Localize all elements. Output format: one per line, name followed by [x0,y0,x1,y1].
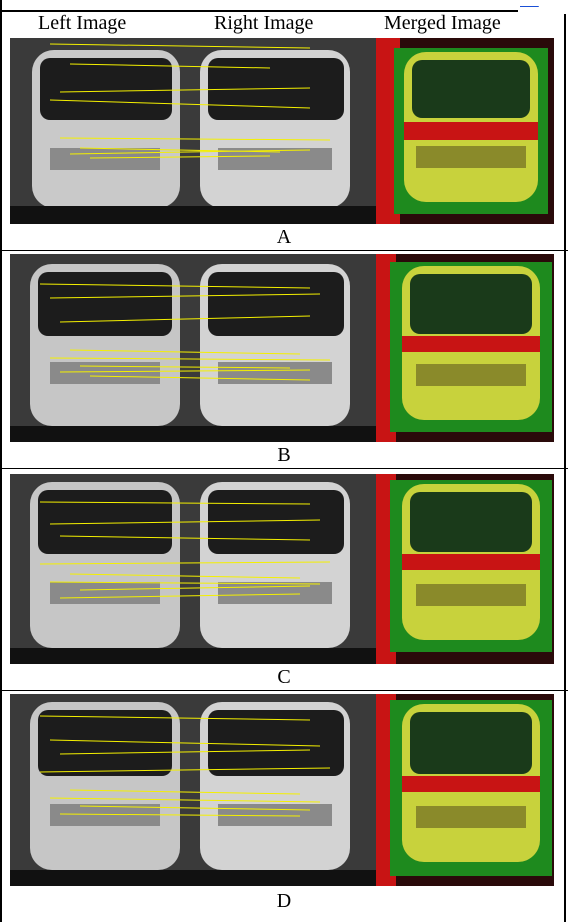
panel-a [10,38,554,224]
border-left [0,0,2,922]
panel-a-right-image [186,38,376,224]
panel-a-left-image [10,38,186,224]
header-merged-image: Merged Image [384,12,501,34]
panel-b-graphic [10,254,554,442]
border-top [0,10,518,12]
divider-a [0,250,568,251]
panel-a-merged-image [376,38,554,224]
corner-link[interactable] [520,0,539,10]
panel-b-left-image [10,254,186,442]
panel-c-graphic [10,474,554,664]
panel-d-right-image [186,694,376,886]
panel-a-label: A [276,226,292,248]
panel-b-label: B [277,444,291,466]
panel-c-match-lines [39,501,331,599]
panel-c [10,474,554,664]
panel-b-right-image [186,254,376,442]
divider-c [0,690,568,691]
panel-a-match-lines [49,43,331,159]
panel-c-label: C [277,666,291,688]
divider-b [0,468,568,469]
panel-d-graphic [10,694,554,886]
header-left-image: Left Image [38,12,127,34]
panel-c-merged-image [376,474,554,664]
column-headers: Left Image Right Image Merged Image [0,12,568,36]
header-right-image: Right Image [214,12,314,34]
panel-b-merged-image [376,254,554,442]
panel-d-match-lines [39,715,331,817]
panel-b [10,254,554,442]
panel-d-left-image [10,694,186,886]
panel-d-merged-image [376,694,554,886]
panel-d-label: D [276,890,292,912]
panel-c-right-image [186,474,376,664]
panel-d [10,694,554,886]
panel-a-graphic [10,38,554,224]
panel-c-left-image [10,474,186,664]
panel-b-match-lines [39,283,331,381]
